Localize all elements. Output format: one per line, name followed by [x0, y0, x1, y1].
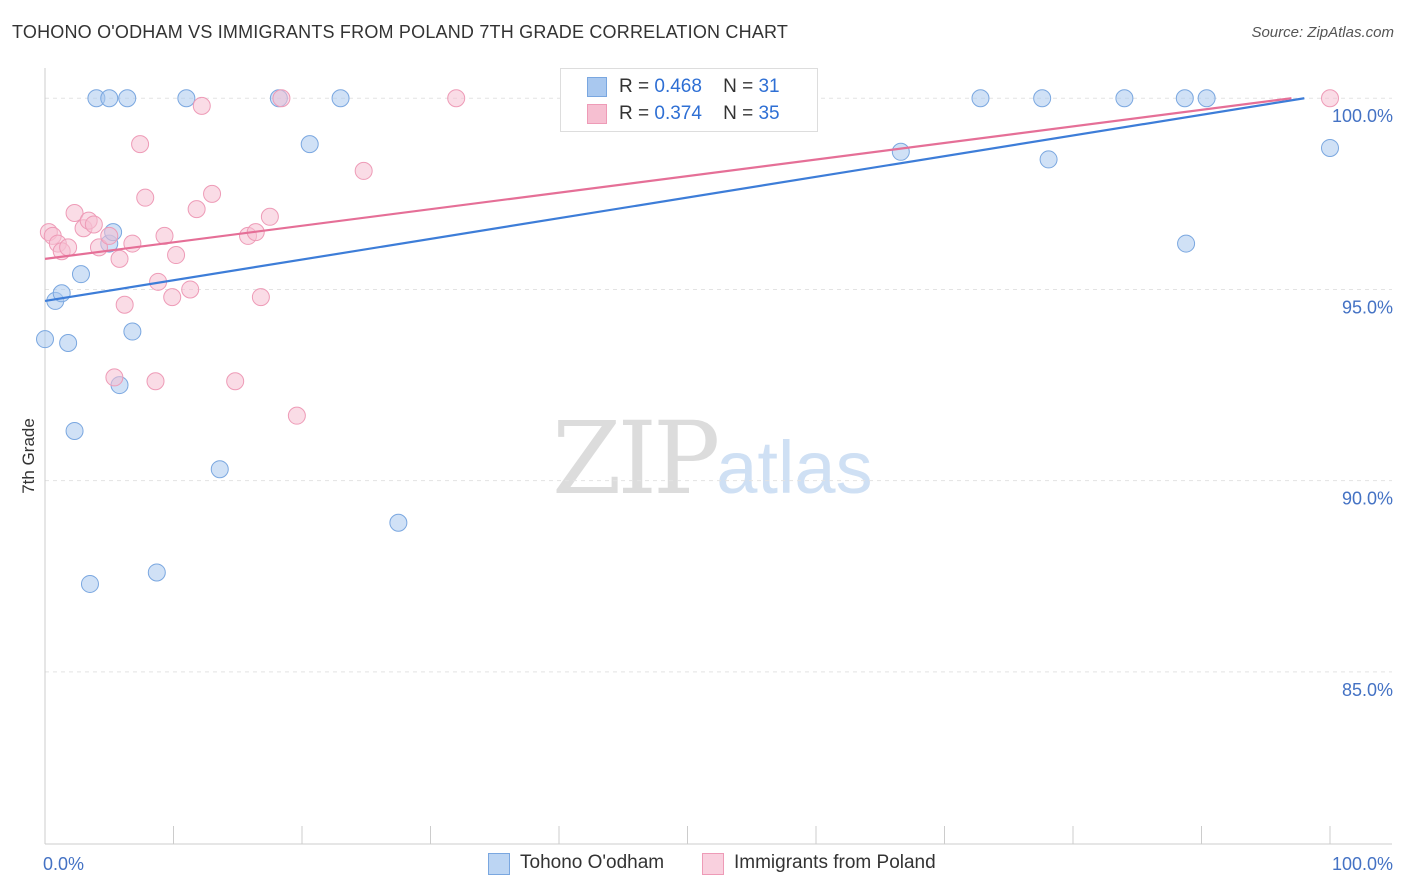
data-point-poland	[260, 207, 279, 226]
y-axis-title: 7th Grade	[19, 418, 38, 494]
legend-r-label: R =	[619, 103, 650, 124]
zipatlas-watermark: ZIPatlas	[552, 400, 873, 517]
x-tick-label: 100.0%	[1332, 854, 1393, 874]
watermark-atlas: atlas	[716, 426, 873, 509]
data-point-tohono	[71, 265, 90, 284]
legend-r-value: 0.468	[654, 76, 702, 97]
x-tick-label: 0.0%	[43, 854, 84, 874]
data-point-poland	[105, 368, 124, 387]
bottom-legend-label-tohono: Tohono O'odham	[520, 852, 665, 873]
y-tick-label: 100.0%	[1332, 106, 1393, 126]
data-point-poland	[131, 135, 150, 154]
data-point-tohono	[1115, 89, 1134, 108]
trend-line-tohono	[44, 97, 1305, 303]
data-point-tohono	[36, 330, 54, 349]
bottom-legend-swatch-poland	[702, 853, 724, 875]
tick-labels: 100.0% 95.0% 90.0% 85.0% 0.0% 100.0%	[43, 106, 1393, 874]
data-point-poland	[123, 234, 142, 253]
data-point-poland	[187, 200, 206, 219]
y-tick-label: 90.0%	[1342, 489, 1393, 509]
legend-text-poland: R = 0.374 N = 35	[619, 103, 780, 125]
data-point-poland	[167, 246, 186, 265]
data-point-poland	[136, 188, 155, 207]
legend-n-value: 35	[758, 103, 780, 124]
data-point-tohono	[210, 460, 229, 479]
data-point-tohono	[1321, 138, 1339, 157]
data-point-poland	[110, 249, 129, 268]
chart-title: TOHONO O'ODHAM VS IMMIGRANTS FROM POLAND…	[12, 22, 789, 42]
data-point-tohono	[971, 89, 990, 108]
data-point-poland	[115, 295, 134, 314]
stats-legend: R = 0.468 N = 31 R = 0.374 N = 35	[560, 68, 818, 132]
data-point-tohono	[1177, 234, 1196, 253]
bottom-legend-label-poland: Immigrants from Poland	[734, 852, 936, 873]
legend-r-value: 0.374	[654, 103, 702, 124]
legend-text-tohono: R = 0.468 N = 31	[619, 76, 780, 98]
data-point-poland	[163, 288, 182, 307]
data-point-tohono	[1039, 150, 1058, 169]
legend-n-value: 31	[758, 76, 780, 97]
data-point-tohono	[300, 135, 319, 154]
watermark-zip: ZIP	[552, 400, 720, 517]
data-point-tohono	[389, 513, 408, 532]
legend-n-label: N =	[723, 76, 754, 97]
legend-n-label: N =	[723, 103, 754, 124]
data-point-tohono	[891, 142, 910, 161]
data-point-poland	[146, 372, 165, 391]
source-label: Source: ZipAtlas.com	[1251, 24, 1394, 41]
y-tick-label: 95.0%	[1342, 297, 1393, 317]
data-point-poland	[181, 280, 200, 299]
data-point-tohono	[1175, 89, 1194, 108]
legend-swatch-tohono	[587, 77, 607, 97]
data-point-poland	[65, 203, 84, 222]
data-point-tohono	[1197, 89, 1216, 108]
data-point-tohono	[59, 334, 78, 353]
data-point-poland	[192, 96, 211, 115]
data-point-tohono	[118, 89, 137, 108]
gridlines	[45, 97, 1392, 673]
data-point-poland	[447, 89, 466, 108]
legend-r-label: R =	[619, 76, 650, 97]
data-point-poland	[287, 406, 306, 425]
data-point-tohono	[1033, 89, 1052, 108]
data-point-tohono	[177, 89, 196, 108]
bottom-legend-swatch-tohono	[488, 853, 510, 875]
data-points	[36, 89, 1339, 593]
data-point-poland	[226, 372, 245, 391]
data-point-poland	[1321, 89, 1339, 108]
data-point-poland	[100, 226, 119, 245]
data-point-tohono	[65, 421, 84, 440]
data-point-poland	[251, 288, 270, 307]
axes	[44, 68, 1392, 845]
y-tick-label: 85.0%	[1342, 680, 1393, 700]
legend-swatch-poland	[587, 104, 607, 124]
data-point-poland	[203, 184, 222, 203]
data-point-tohono	[147, 563, 166, 582]
trend-line-poland	[44, 97, 1292, 260]
data-point-poland	[59, 238, 78, 257]
data-point-tohono	[123, 322, 142, 341]
data-point-poland	[354, 161, 373, 180]
data-point-tohono	[331, 89, 350, 108]
data-point-poland	[84, 215, 103, 234]
trend-lines	[44, 97, 1305, 303]
data-point-poland	[272, 89, 291, 108]
data-point-tohono	[100, 89, 119, 108]
data-point-tohono	[80, 574, 99, 593]
